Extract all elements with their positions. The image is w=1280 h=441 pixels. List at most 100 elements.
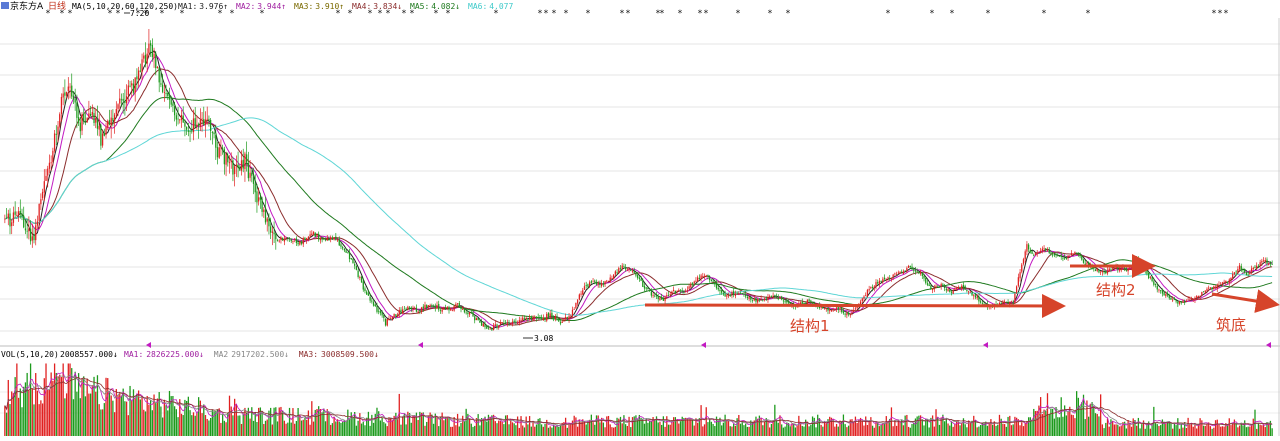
candle-body [417,311,419,313]
volume-bar [943,421,946,436]
candle [431,303,433,308]
candle-body [396,314,399,317]
candle [362,278,364,292]
stock-menu-icon[interactable] [1,2,9,9]
candle [1223,279,1225,284]
volume-bar [1192,426,1194,436]
signal-marker: * [885,9,890,19]
signal-marker: * [551,9,556,19]
volume-bar [990,419,992,436]
volume-bar [810,424,812,436]
candle-body [901,271,903,273]
volume-bar [604,427,606,436]
candle-body [479,320,481,323]
candle [1027,243,1030,253]
volume-bar [1086,400,1088,436]
candle-body [120,99,123,101]
candle-body [861,298,863,302]
candle [1106,267,1109,276]
candle-body [307,236,310,239]
candle-body [263,209,265,212]
volume-bar [1264,427,1266,436]
period-label[interactable]: 日线 [48,0,66,12]
candle-body [1206,288,1208,291]
candle [408,305,411,310]
signal-marker: * [585,9,590,19]
volume-bar [805,419,807,436]
candle [235,155,238,177]
signal-marker: * [409,9,414,19]
candle [921,272,923,279]
candle-body [280,237,282,240]
volume-bar [1156,424,1158,436]
volume-bar [559,424,562,436]
candle [213,131,215,139]
candle [976,293,978,301]
candle-body [355,266,358,270]
volume-bar [1069,406,1071,436]
candle [258,187,260,206]
volume-bar [587,421,589,436]
candle [1271,260,1273,265]
candle-body [1122,267,1124,269]
candle-body [1197,295,1200,297]
candle [266,217,268,232]
candle [810,299,812,304]
volume-bar [787,423,790,436]
volume-bar [194,415,196,436]
volume-bar [1084,419,1086,436]
candle-body [268,218,270,227]
candle [558,316,560,322]
volume-bar [1072,415,1074,436]
signal-marker: * [563,9,568,19]
candle [757,298,759,304]
volume-bar [426,421,428,436]
candle-body [371,300,373,302]
candle [129,80,131,88]
candle [218,141,220,159]
candle-body [1026,244,1028,252]
candle [247,151,250,182]
candle-body [1021,264,1023,272]
volume-bar [842,414,845,436]
candle [254,174,256,203]
candle [1094,269,1097,272]
volume-bar [239,415,241,436]
candle [369,293,371,303]
candle-body [631,271,634,272]
volume-ma10-line [4,374,1273,426]
volume-bar [161,417,164,436]
candle-body [1076,252,1078,254]
candle [417,310,419,315]
candle-body [635,272,637,276]
candle-body [316,233,318,237]
volume-bar [492,414,495,436]
volume-bar [760,417,762,436]
ma-header-value: 3.910↑ [315,2,344,11]
candle-body [1194,297,1196,300]
candle-body [134,77,136,93]
volume-bar [767,421,769,436]
candle [655,291,658,300]
volume-bar [530,426,532,436]
candle-body [835,307,838,309]
candle-body [758,299,761,300]
volume-bar [323,408,325,436]
volume-bar [77,373,80,436]
volume-bar [676,419,678,436]
candle [626,267,628,272]
candle-body [287,237,289,239]
candle-body [1269,263,1272,265]
candle-body [1000,303,1002,304]
candle-body [516,323,519,325]
candle-body [432,306,435,307]
candle [755,297,757,305]
candle-body [424,304,426,310]
volume-bar [26,372,28,436]
candle [311,230,313,236]
candle [1220,282,1222,285]
candle [374,303,376,308]
volume-bar [1182,427,1184,436]
candle-body [1062,257,1064,259]
